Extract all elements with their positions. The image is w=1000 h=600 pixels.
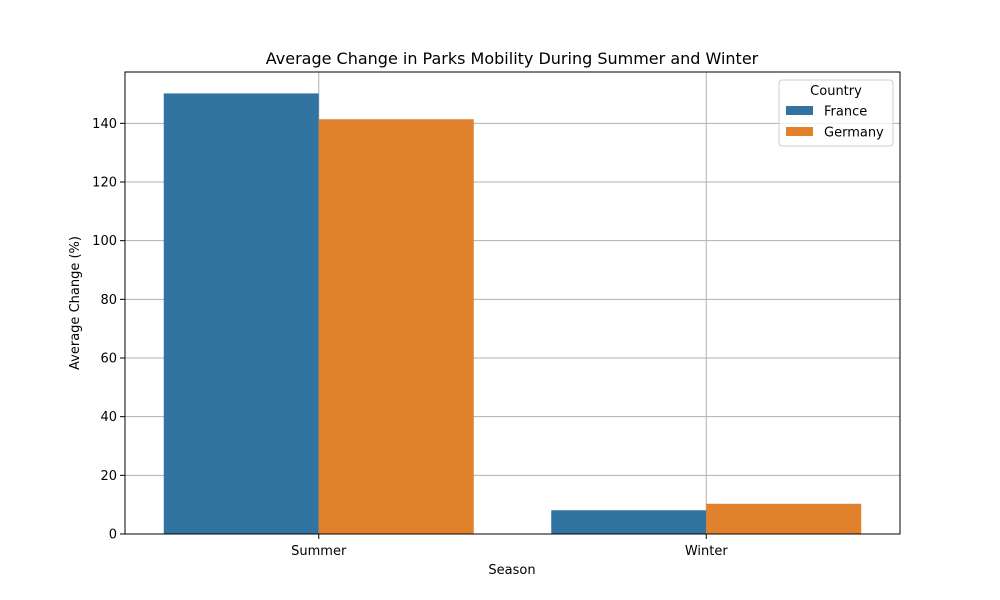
bar-germany-winter — [706, 503, 862, 534]
y-tick-label: 80 — [100, 293, 117, 308]
x-tick-label: Summer — [291, 544, 347, 559]
legend-swatch-germany — [786, 127, 813, 136]
y-tick-label: 20 — [100, 469, 117, 484]
plot-frame — [124, 71, 901, 535]
y-tick-label: 0 — [109, 528, 117, 543]
bar-france-winter — [551, 510, 707, 534]
legend: Country France Germany — [778, 79, 894, 147]
ticks-layer: 0 20 40 60 80 100 120 140 Summer Winter — [92, 117, 728, 559]
y-tick-label: 100 — [92, 234, 117, 249]
y-tick-label: 40 — [100, 410, 117, 425]
x-axis-label: Season — [488, 563, 535, 578]
bar-france-summer — [163, 93, 319, 534]
y-axis-label: Average Change (%) — [68, 236, 83, 370]
x-tick-label: Winter — [685, 544, 729, 559]
legend-swatch-france — [786, 106, 813, 115]
legend-label-germany: Germany — [824, 126, 884, 141]
legend-label-france: France — [824, 105, 867, 120]
y-tick-label: 140 — [92, 117, 117, 132]
bar-germany-summer — [318, 119, 474, 534]
chart-title: Average Change in Parks Mobility During … — [266, 49, 759, 68]
bars-layer — [163, 93, 862, 534]
y-tick-label: 60 — [100, 352, 117, 367]
y-tick-label: 120 — [92, 176, 117, 191]
legend-title: Country — [810, 84, 862, 99]
